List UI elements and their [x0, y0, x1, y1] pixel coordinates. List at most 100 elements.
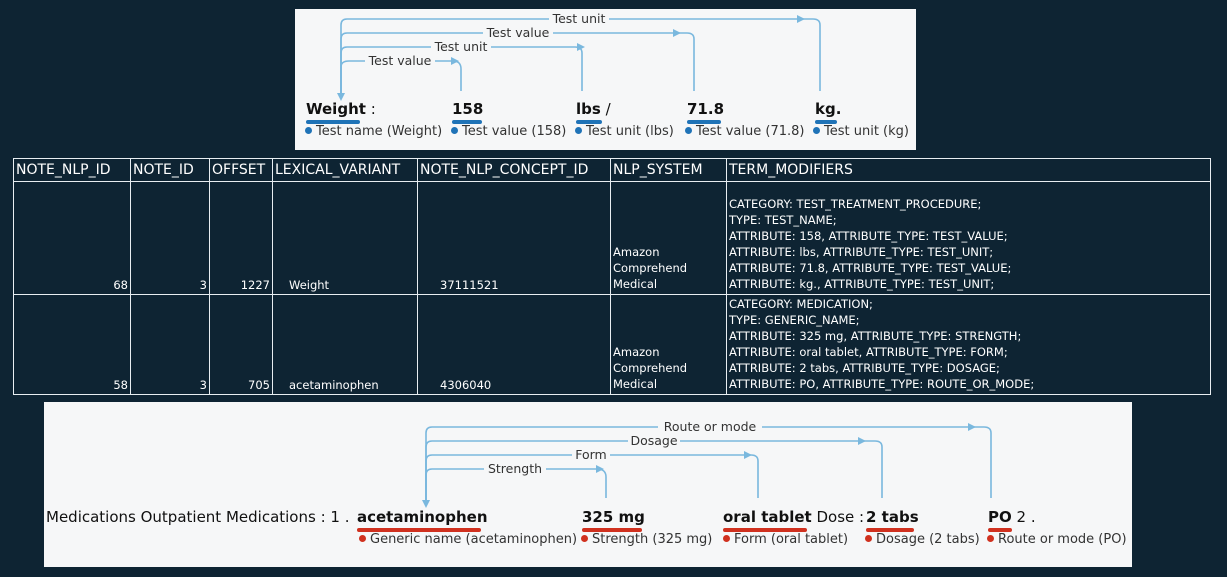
term-modifier-line: TYPE: GENERIC_NAME;: [729, 313, 860, 327]
column-header: NOTE_ID: [130, 158, 210, 182]
token-suffix: /: [600, 100, 611, 118]
red-dot-icon: [865, 535, 872, 542]
cell-offset: 705: [209, 294, 273, 395]
sentence-prefix: Medications Outpatient Medications : 1 .: [46, 508, 350, 526]
nlp-system-line: Medical: [613, 277, 658, 291]
entity-label-generic-name: Generic name (acetaminophen): [359, 532, 577, 547]
arc-label: Strength: [488, 461, 542, 476]
arc-label: Dosage: [630, 433, 677, 448]
token-weight: Weight :: [306, 100, 376, 124]
column-header: TERM_MODIFIERS: [726, 158, 1211, 182]
token-71-8: 71.8: [687, 100, 724, 124]
entity-label-test-name: Test name (Weight): [305, 124, 442, 139]
weight-relation-visualization: Test unit Test value Test unit Test valu…: [295, 9, 916, 150]
red-dot-icon: [987, 535, 994, 542]
blue-dot-icon: [685, 127, 692, 134]
token-suffix: :: [365, 100, 376, 118]
cell-nlp-system: Amazon Comprehend Medical: [610, 181, 727, 295]
arrowhead-kg: [797, 15, 805, 23]
token-text: 158: [452, 100, 484, 118]
entity-label-dosage: Dosage (2 tabs): [865, 532, 980, 547]
token-lbs: lbs /: [576, 100, 611, 124]
cell-concept-id: 4306040: [417, 294, 611, 395]
arrowhead-oral-tablet: [744, 451, 752, 459]
token-suffix: Dose :: [811, 508, 865, 526]
entity-text: Test name (Weight): [316, 124, 443, 139]
column-header: LEXICAL_VARIANT: [272, 158, 418, 182]
token-acetaminophen: acetaminophen: [357, 508, 488, 532]
arrowhead-325-mg: [596, 465, 604, 473]
entity-label-test-value: Test value (71.8): [685, 124, 804, 139]
arrowhead-lbs: [577, 43, 585, 51]
red-dot-icon: [359, 535, 366, 542]
cell-note-nlp-id: 58: [13, 294, 131, 395]
table-row: 58 3 705 acetaminophen 4306040 Amazon Co…: [13, 294, 1211, 395]
arrowhead-po: [968, 423, 976, 431]
entity-label-test-unit: Test unit (lbs): [575, 124, 674, 139]
term-modifier-line: CATEGORY: TEST_TREATMENT_PROCEDURE;: [729, 197, 982, 211]
relation-arcs: Test unit Test value Test unit Test valu…: [337, 11, 821, 101]
column-header: NOTE_NLP_ID: [13, 158, 131, 182]
cell-term-modifiers: CATEGORY: TEST_TREATMENT_PROCEDURE; TYPE…: [726, 181, 1211, 295]
arc-label: Test unit: [434, 39, 488, 54]
token-text: PO: [988, 508, 1012, 526]
arc-label: Test value: [486, 25, 550, 40]
table-header-row: NOTE_NLP_ID NOTE_ID OFFSET LEXICAL_VARIA…: [13, 158, 1211, 182]
arrowhead-acetaminophen: [422, 500, 430, 508]
table-row: 68 3 1227 Weight 37111521 Amazon Compreh…: [13, 181, 1211, 295]
entity-label-route-or-mode: Route or mode (PO): [987, 532, 1127, 547]
entity-text: Test value (71.8): [696, 124, 805, 139]
entity-text: Strength (325 mg): [592, 532, 713, 547]
nlp-system-line: Amazon: [613, 245, 660, 259]
cell-lexical-variant: acetaminophen: [272, 294, 418, 395]
entity-label-form: Form (oral tablet): [723, 532, 848, 547]
cell-concept-id: 37111521: [417, 181, 611, 295]
cell-note-nlp-id: 68: [13, 181, 131, 295]
token-text: oral tablet: [723, 508, 812, 526]
arc-label: Test value: [368, 53, 432, 68]
cell-note-id: 3: [130, 181, 210, 295]
entity-label-strength: Strength (325 mg): [581, 532, 712, 547]
red-dot-icon: [581, 535, 588, 542]
cell-lexical-variant: Weight: [272, 181, 418, 295]
red-dot-icon: [723, 535, 730, 542]
nlp-system-line: Amazon: [613, 345, 660, 359]
token-325-mg: 325 mg: [582, 508, 645, 532]
column-header: NOTE_NLP_CONCEPT_ID: [417, 158, 611, 182]
token-2-tabs: 2 tabs: [866, 508, 919, 532]
token-text: 2 tabs: [866, 508, 919, 526]
cell-nlp-system: Amazon Comprehend Medical: [610, 294, 727, 395]
blue-dot-icon: [451, 127, 458, 134]
term-modifier-line: ATTRIBUTE: lbs, ATTRIBUTE_TYPE: TEST_UNI…: [729, 245, 994, 259]
term-modifier-line: ATTRIBUTE: kg., ATTRIBUTE_TYPE: TEST_UNI…: [729, 277, 995, 291]
column-header: OFFSET: [209, 158, 273, 182]
entity-text: Route or mode (PO): [998, 532, 1127, 547]
token-text: 325 mg: [582, 508, 645, 526]
token-po: PO 2 .: [988, 508, 1036, 532]
cell-offset: 1227: [209, 181, 273, 295]
column-header: NLP_SYSTEM: [610, 158, 727, 182]
term-modifier-line: ATTRIBUTE: 325 mg, ATTRIBUTE_TYPE: STREN…: [729, 329, 1022, 343]
arc-label: Route or mode: [664, 419, 757, 434]
term-modifier-line: ATTRIBUTE: oral tablet, ATTRIBUTE_TYPE: …: [729, 345, 1008, 359]
arc-form: [425, 454, 759, 502]
medication-relation-visualization: Route or mode Dosage Form Strength Medic…: [44, 402, 1132, 567]
token-kg: kg.: [815, 100, 841, 124]
entity-text: Test unit (kg): [824, 124, 909, 139]
token-text: Weight: [306, 100, 366, 118]
token-text: 71.8: [687, 100, 725, 118]
arrowhead-2-tabs: [858, 437, 866, 445]
arc-label: Form: [575, 447, 607, 462]
nlp-system-line: Comprehend: [613, 261, 688, 275]
cell-term-modifiers: CATEGORY: MEDICATION; TYPE: GENERIC_NAME…: [726, 294, 1211, 395]
arrowhead-71-8: [673, 29, 681, 37]
blue-dot-icon: [305, 127, 312, 134]
entity-label-test-value: Test value (158): [451, 124, 566, 139]
blue-dot-icon: [813, 127, 820, 134]
cell-note-id: 3: [130, 294, 210, 395]
token-oral-tablet: oral tablet Dose :: [723, 508, 864, 532]
blue-dot-icon: [575, 127, 582, 134]
entity-text: Test unit (lbs): [586, 124, 674, 139]
arrowhead-weight: [337, 93, 345, 101]
token-suffix: 2 .: [1011, 508, 1036, 526]
